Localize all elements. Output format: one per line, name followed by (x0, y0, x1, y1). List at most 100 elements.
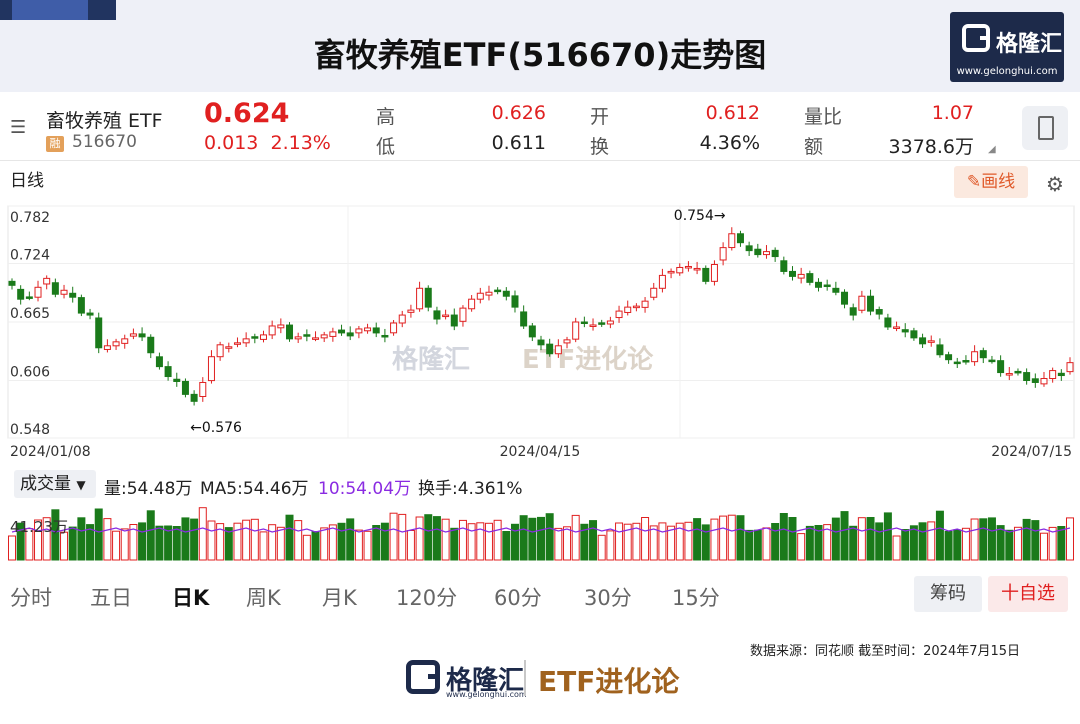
volume-ma10-line (11, 527, 1071, 533)
candle-body (433, 310, 441, 320)
volume-bar (398, 513, 407, 561)
volume-axis-label: 41.23万 (10, 518, 68, 536)
tab-period-0[interactable]: 分时 (10, 586, 52, 610)
footer-logo-name: 格隆汇 (446, 666, 525, 696)
candle-body (69, 292, 77, 298)
tab-period-8[interactable]: 15分 (672, 586, 720, 610)
candle-body (815, 281, 823, 288)
resize-corner-icon: ◢ (988, 144, 996, 155)
candle-body (112, 341, 120, 347)
volume-bar (762, 527, 771, 561)
tab-period-6[interactable]: 60分 (494, 586, 542, 610)
volume-bar (285, 514, 294, 561)
candle-body (893, 326, 901, 329)
candle-body (598, 322, 606, 325)
volume-ma10: 10:54.04万 (318, 479, 412, 499)
tab-period-4[interactable]: 月K (322, 586, 357, 610)
etf-name: 畜牧养殖 ETF (46, 110, 163, 132)
volume-bar (294, 520, 303, 561)
volume-bar (528, 517, 537, 561)
menu-icon[interactable]: ☰ (10, 117, 27, 138)
add-favorite-button[interactable]: 十自选 (988, 576, 1068, 612)
candle-body (103, 345, 111, 350)
candle-body (641, 300, 649, 308)
tab-period-1[interactable]: 五日 (90, 586, 132, 610)
volume-bar (1057, 526, 1066, 561)
candle-body (762, 251, 770, 256)
indicator-selector[interactable]: 成交量 ▼ (14, 470, 96, 498)
period-tabs: 分时 五日 日K 周K 月K 120分 60分 30分 15分 (0, 574, 1080, 614)
candle-body (286, 324, 294, 340)
candle-body (251, 336, 259, 339)
candle-body (312, 337, 320, 340)
chip-button[interactable]: 筹码 (914, 576, 982, 612)
volume-bar (606, 530, 615, 561)
candle-body (390, 322, 398, 334)
volume-bar (1013, 526, 1022, 561)
y-tick-label: 0.665 (10, 306, 50, 322)
volume-bar (987, 517, 996, 561)
draw-line-button[interactable]: ✎画线 (954, 166, 1028, 198)
volume-bar (840, 511, 849, 561)
volume-bar (181, 517, 190, 561)
stat-value-low: 0.611 (491, 132, 546, 154)
volume-bar (268, 524, 277, 561)
candle-body (277, 324, 285, 329)
volume-bar (432, 516, 441, 561)
volume-bar (537, 516, 545, 561)
volume-bar (450, 527, 459, 561)
price-change: 0.013 2.13% (204, 132, 331, 154)
candle-body (155, 356, 163, 368)
candle-body (424, 287, 432, 308)
candle-body (919, 337, 927, 345)
top-tab-highlight (12, 0, 88, 20)
volume-bar (138, 522, 147, 561)
volume-bar (1066, 517, 1074, 561)
volume-bar (172, 526, 181, 561)
tab-period-2[interactable]: 日K (172, 586, 210, 610)
candle-body (658, 274, 666, 289)
stat-label-turnover: 换 (590, 136, 610, 158)
footer-divider (524, 660, 526, 696)
stat-label-amount: 额 (804, 136, 824, 158)
candle-body (1005, 373, 1013, 376)
candle-body (997, 360, 1005, 374)
tab-period-7[interactable]: 30分 (584, 586, 632, 610)
candle-body (60, 289, 68, 295)
tab-period-3[interactable]: 周K (246, 586, 281, 610)
pencil-icon: ✎ (966, 172, 982, 192)
candle-body (450, 314, 458, 327)
volume-bar (34, 519, 43, 561)
volume-bar (311, 531, 320, 561)
candle-body (329, 331, 337, 337)
volume-bar (224, 527, 233, 561)
margin-badge: 融 (46, 136, 64, 152)
volume-bar (216, 523, 225, 561)
volume-bar (337, 522, 346, 561)
candle-body (25, 296, 33, 299)
volume-bar (250, 518, 259, 561)
x-tick-label: 2024/07/15 (991, 444, 1072, 460)
volume-bar (441, 518, 450, 561)
candle-body (693, 267, 701, 271)
gear-icon[interactable]: ⚙ (1046, 172, 1064, 196)
volume-bar (467, 523, 476, 561)
volume-value: 量:54.48万 (104, 479, 193, 499)
candle-body (476, 292, 484, 300)
x-tick-label: 2024/01/08 (10, 444, 91, 460)
volume-bar (693, 518, 702, 561)
etf-code: 516670 (72, 132, 137, 152)
annotation-low: ←0.576 (190, 420, 242, 436)
volume-bar (970, 518, 979, 561)
volume-bar (727, 514, 736, 561)
volume-bar (918, 522, 927, 561)
candle-body (355, 328, 363, 334)
volume-bar (346, 518, 355, 561)
candle-body (945, 354, 953, 361)
candle-body (884, 317, 892, 328)
tab-period-5[interactable]: 120分 (396, 586, 458, 610)
volume-bar (996, 525, 1005, 561)
volume-bar (120, 528, 129, 561)
y-tick-label: 0.724 (10, 248, 50, 264)
phone-icon-button[interactable] (1022, 106, 1068, 150)
